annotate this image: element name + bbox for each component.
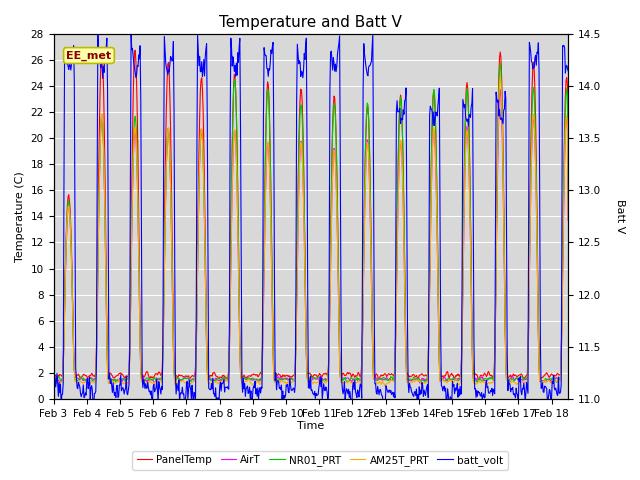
- NR01_PRT: [289, 376, 296, 382]
- PanelTemp: [564, 192, 572, 197]
- Y-axis label: Batt V: Batt V: [615, 199, 625, 234]
- AirT: [52, 377, 60, 383]
- batt_volt: [420, 387, 428, 393]
- X-axis label: Time: Time: [297, 421, 324, 432]
- PanelTemp: [52, 372, 60, 378]
- NR01_PRT: [122, 379, 129, 384]
- AirT: [497, 86, 504, 92]
- NR01_PRT: [52, 378, 60, 384]
- Line: batt_volt: batt_volt: [54, 34, 568, 409]
- PanelTemp: [270, 365, 278, 371]
- PanelTemp: [50, 380, 58, 385]
- AirT: [431, 144, 439, 149]
- NR01_PRT: [564, 198, 572, 204]
- batt_volt: [564, 68, 572, 74]
- AM25T_PRT: [52, 379, 60, 384]
- batt_volt: [369, 31, 377, 36]
- AM25T_PRT: [269, 352, 277, 358]
- AirT: [50, 382, 58, 387]
- batt_volt: [289, 385, 297, 391]
- AM25T_PRT: [419, 381, 426, 386]
- AM25T_PRT: [564, 216, 572, 221]
- batt_volt: [90, 406, 97, 412]
- NR01_PRT: [431, 105, 439, 110]
- NR01_PRT: [419, 377, 426, 383]
- AM25T_PRT: [122, 378, 129, 384]
- AirT: [122, 377, 129, 383]
- AM25T_PRT: [431, 143, 439, 149]
- PanelTemp: [432, 134, 440, 140]
- Line: NR01_PRT: NR01_PRT: [54, 63, 568, 385]
- Title: Temperature and Batt V: Temperature and Batt V: [220, 15, 403, 30]
- NR01_PRT: [497, 60, 504, 66]
- batt_volt: [50, 377, 58, 383]
- AirT: [269, 351, 277, 357]
- batt_volt: [52, 384, 60, 390]
- AirT: [564, 217, 572, 223]
- batt_volt: [122, 373, 130, 379]
- Line: AM25T_PRT: AM25T_PRT: [54, 77, 568, 387]
- Line: PanelTemp: PanelTemp: [54, 50, 568, 383]
- PanelTemp: [131, 48, 139, 53]
- AirT: [419, 376, 426, 382]
- NR01_PRT: [269, 343, 277, 349]
- AM25T_PRT: [289, 379, 296, 384]
- batt_volt: [270, 131, 278, 136]
- PanelTemp: [122, 374, 129, 380]
- PanelTemp: [420, 372, 428, 378]
- Text: EE_met: EE_met: [67, 50, 111, 60]
- AirT: [289, 377, 296, 383]
- NR01_PRT: [50, 382, 58, 388]
- AM25T_PRT: [50, 384, 58, 390]
- AM25T_PRT: [497, 74, 504, 80]
- PanelTemp: [289, 372, 297, 378]
- Legend: PanelTemp, AirT, NR01_PRT, AM25T_PRT, batt_volt: PanelTemp, AirT, NR01_PRT, AM25T_PRT, ba…: [132, 451, 508, 470]
- Line: AirT: AirT: [54, 89, 568, 384]
- batt_volt: [433, 111, 440, 117]
- Y-axis label: Temperature (C): Temperature (C): [15, 171, 25, 262]
